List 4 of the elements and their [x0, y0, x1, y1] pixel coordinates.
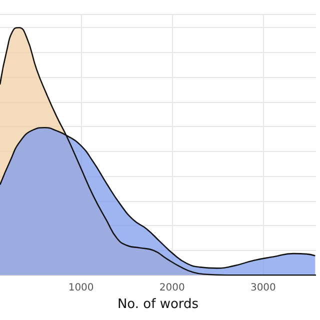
x-tick-label: 3000 — [250, 282, 276, 294]
x-tick-label: 1000 — [68, 282, 94, 294]
x-axis-title: No. of words — [117, 297, 199, 312]
x-tick-label: 2000 — [159, 282, 185, 294]
